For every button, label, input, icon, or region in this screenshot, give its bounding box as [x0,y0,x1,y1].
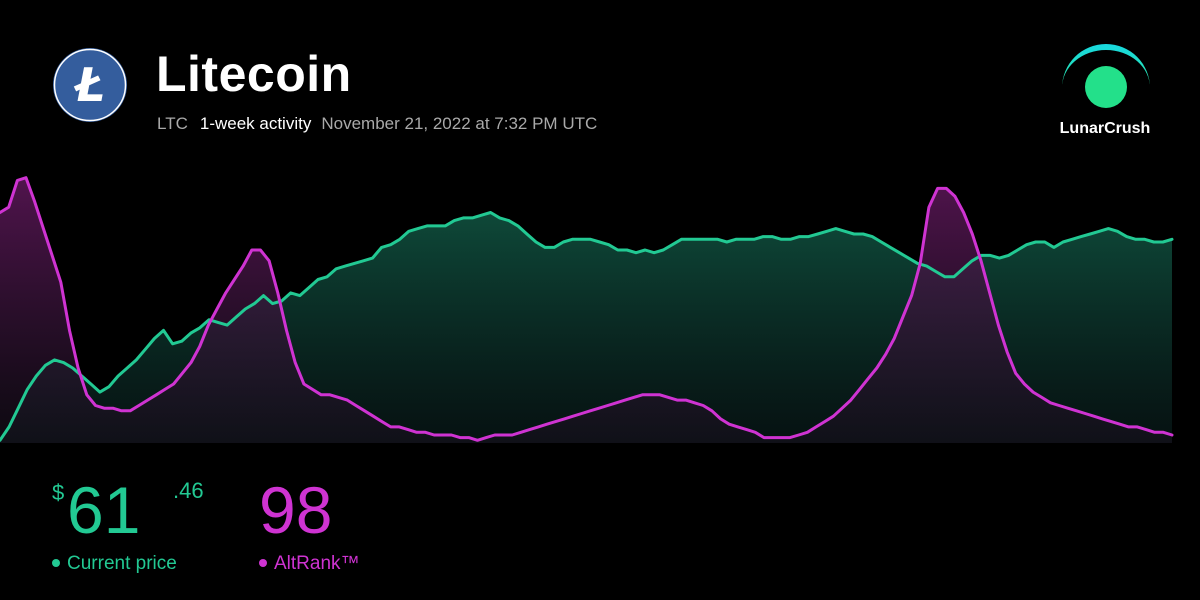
snapshot-date: November 21, 2022 at 7:32 PM UTC [321,114,598,133]
legend-altrank-label: AltRank™ [274,553,360,574]
series-area-altrank [0,177,1172,443]
coin-symbol: LTC [157,114,188,133]
litecoin-logo-glyph: Ł [73,58,105,112]
chart-plot-area [0,176,1174,443]
litecoin-logo-circle [53,48,127,122]
lunarcrush-moon-icon [1062,44,1150,108]
altrank-dot-icon [259,558,267,567]
activity-period: 1-week activity [199,114,312,133]
lunarcrush-brand[interactable]: LunarCrush [1050,38,1160,138]
lunarcrush-moon [1085,66,1127,108]
price-decimal: .46 [173,478,204,503]
price-integer: 61 [67,473,141,547]
legend-altrank: AltRank™ [259,553,360,575]
price-currency: $ [52,480,65,505]
series-line-current-price [0,211,1174,442]
litecoin-logo-ring [53,48,127,122]
lunarcrush-name: LunarCrush [1059,120,1151,137]
lunarcrush-crescent [1062,44,1150,88]
legend-current-price: Current price [52,553,177,575]
coin-name: Litecoin [156,46,352,102]
coin-meta: LTC 1-week activity November 21, 2022 at 7… [157,114,597,134]
legend-price-label: Current price [67,553,177,574]
litecoin-logo-icon: Ł [53,48,127,122]
altrank-value: 98 [259,473,333,547]
price-dot-icon [52,558,60,567]
series-line-altrank [0,176,1174,442]
activity-chart [0,176,1174,443]
